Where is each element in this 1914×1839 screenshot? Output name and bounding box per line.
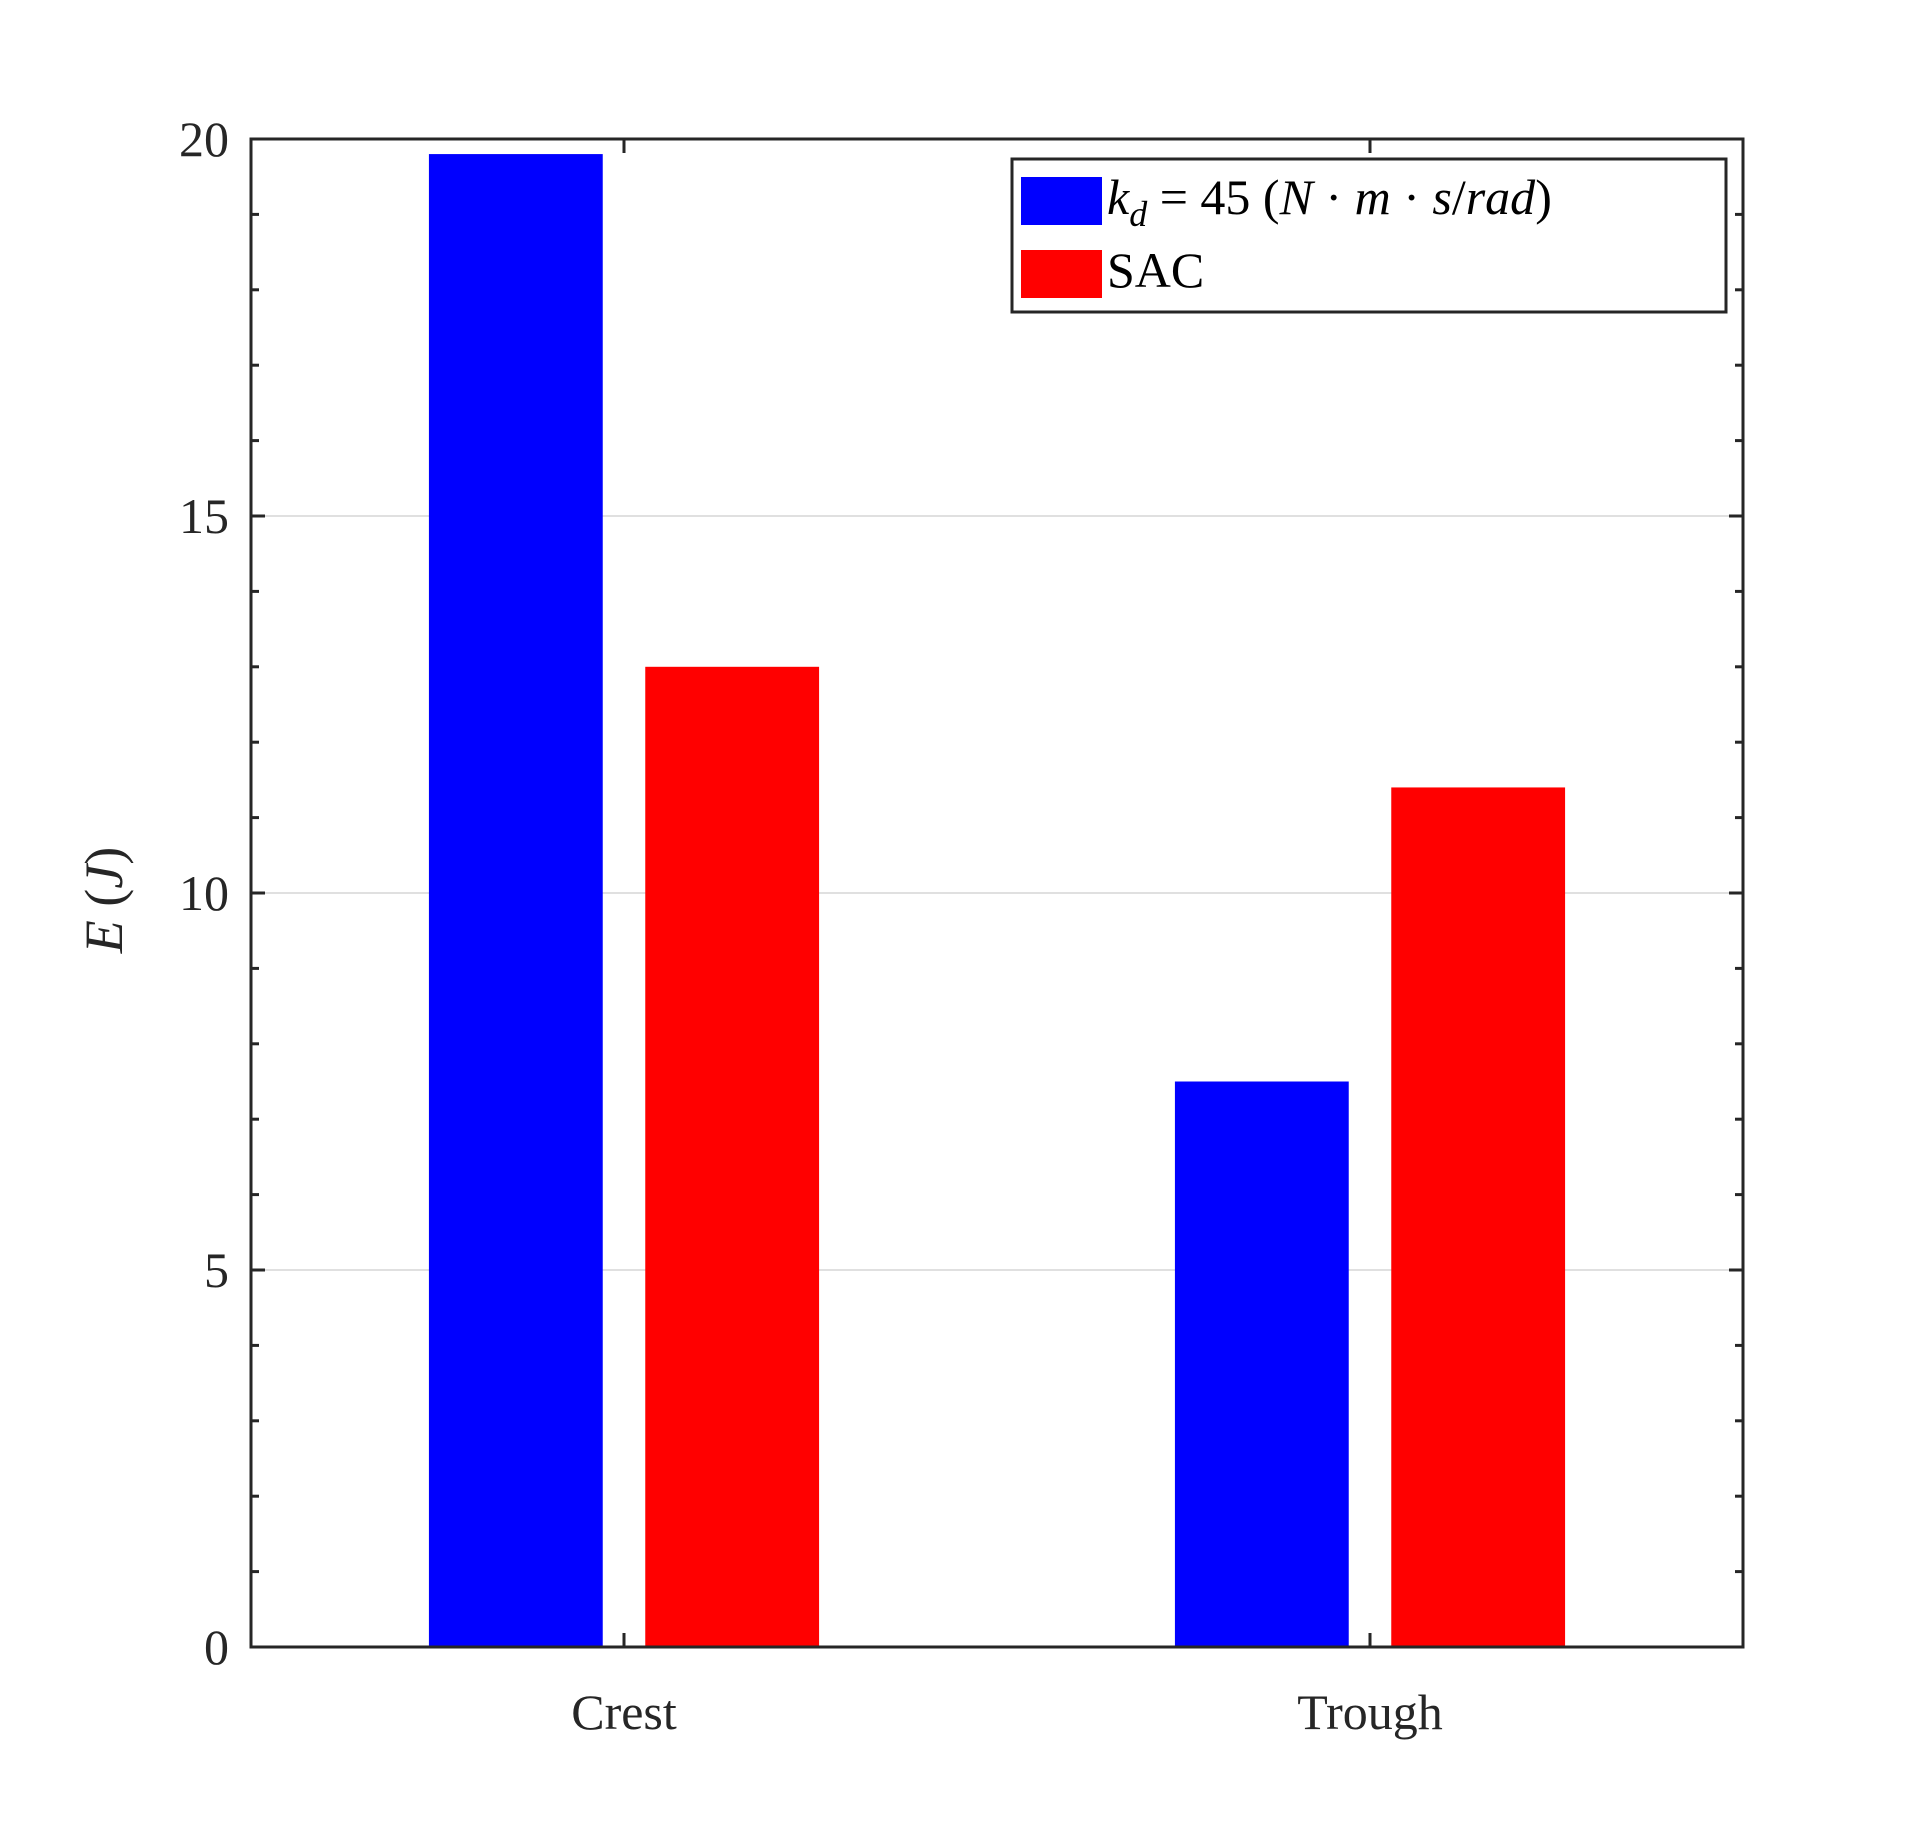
legend-equals-45: = 45 (: [1147, 169, 1279, 225]
legend-slash: /: [1452, 169, 1466, 225]
legend-k: k: [1107, 169, 1130, 225]
y-tick-label-15: 15: [179, 488, 229, 544]
bar-series-1-trough: [1174, 1081, 1349, 1647]
y-axis-label-close: ): [74, 847, 134, 865]
legend-s: s: [1432, 169, 1451, 225]
legend: kd = 45 (N · m · s/rad) SAC: [1010, 157, 1728, 314]
bars: [428, 154, 1566, 1648]
legend-swatch-series-1: [1021, 177, 1102, 225]
x-tick-label-crest: Crest: [571, 1684, 677, 1740]
bar-series-1-crest: [428, 154, 603, 1648]
bar-series-2-crest: [645, 666, 820, 1647]
legend-subscript-d: d: [1129, 194, 1148, 234]
axes: [249, 137, 1745, 1649]
y-tick-label-20: 20: [179, 111, 229, 167]
legend-box: [1010, 157, 1728, 314]
tick-labels: 0 5 10 15 20 Crest Trough: [179, 111, 1443, 1740]
legend-dot-1: ·: [1313, 169, 1355, 225]
x-tick-label-trough: Trough: [1297, 1684, 1442, 1740]
legend-N: N: [1279, 169, 1316, 225]
y-axis-label-unit: J: [74, 862, 134, 889]
legend-rad: rad: [1466, 169, 1536, 225]
legend-swatch-series-2: [1021, 250, 1102, 298]
legend-label-series-2: SAC: [1107, 242, 1204, 298]
legend-label-series-1: kd = 45 (N · m · s/rad): [1107, 169, 1552, 234]
legend-close-paren: ): [1535, 169, 1552, 225]
y-tick-label-10: 10: [179, 865, 229, 921]
legend-m: m: [1355, 169, 1391, 225]
y-axis-label-open: (: [74, 889, 134, 920]
y-axis-label-symbol: E: [74, 920, 134, 954]
legend-dot-2: ·: [1391, 169, 1433, 225]
bar-series-2-trough: [1391, 787, 1566, 1647]
y-tick-label-5: 5: [204, 1242, 229, 1298]
y-axis-label: E (J): [74, 847, 134, 954]
y-tick-label-0: 0: [204, 1619, 229, 1675]
